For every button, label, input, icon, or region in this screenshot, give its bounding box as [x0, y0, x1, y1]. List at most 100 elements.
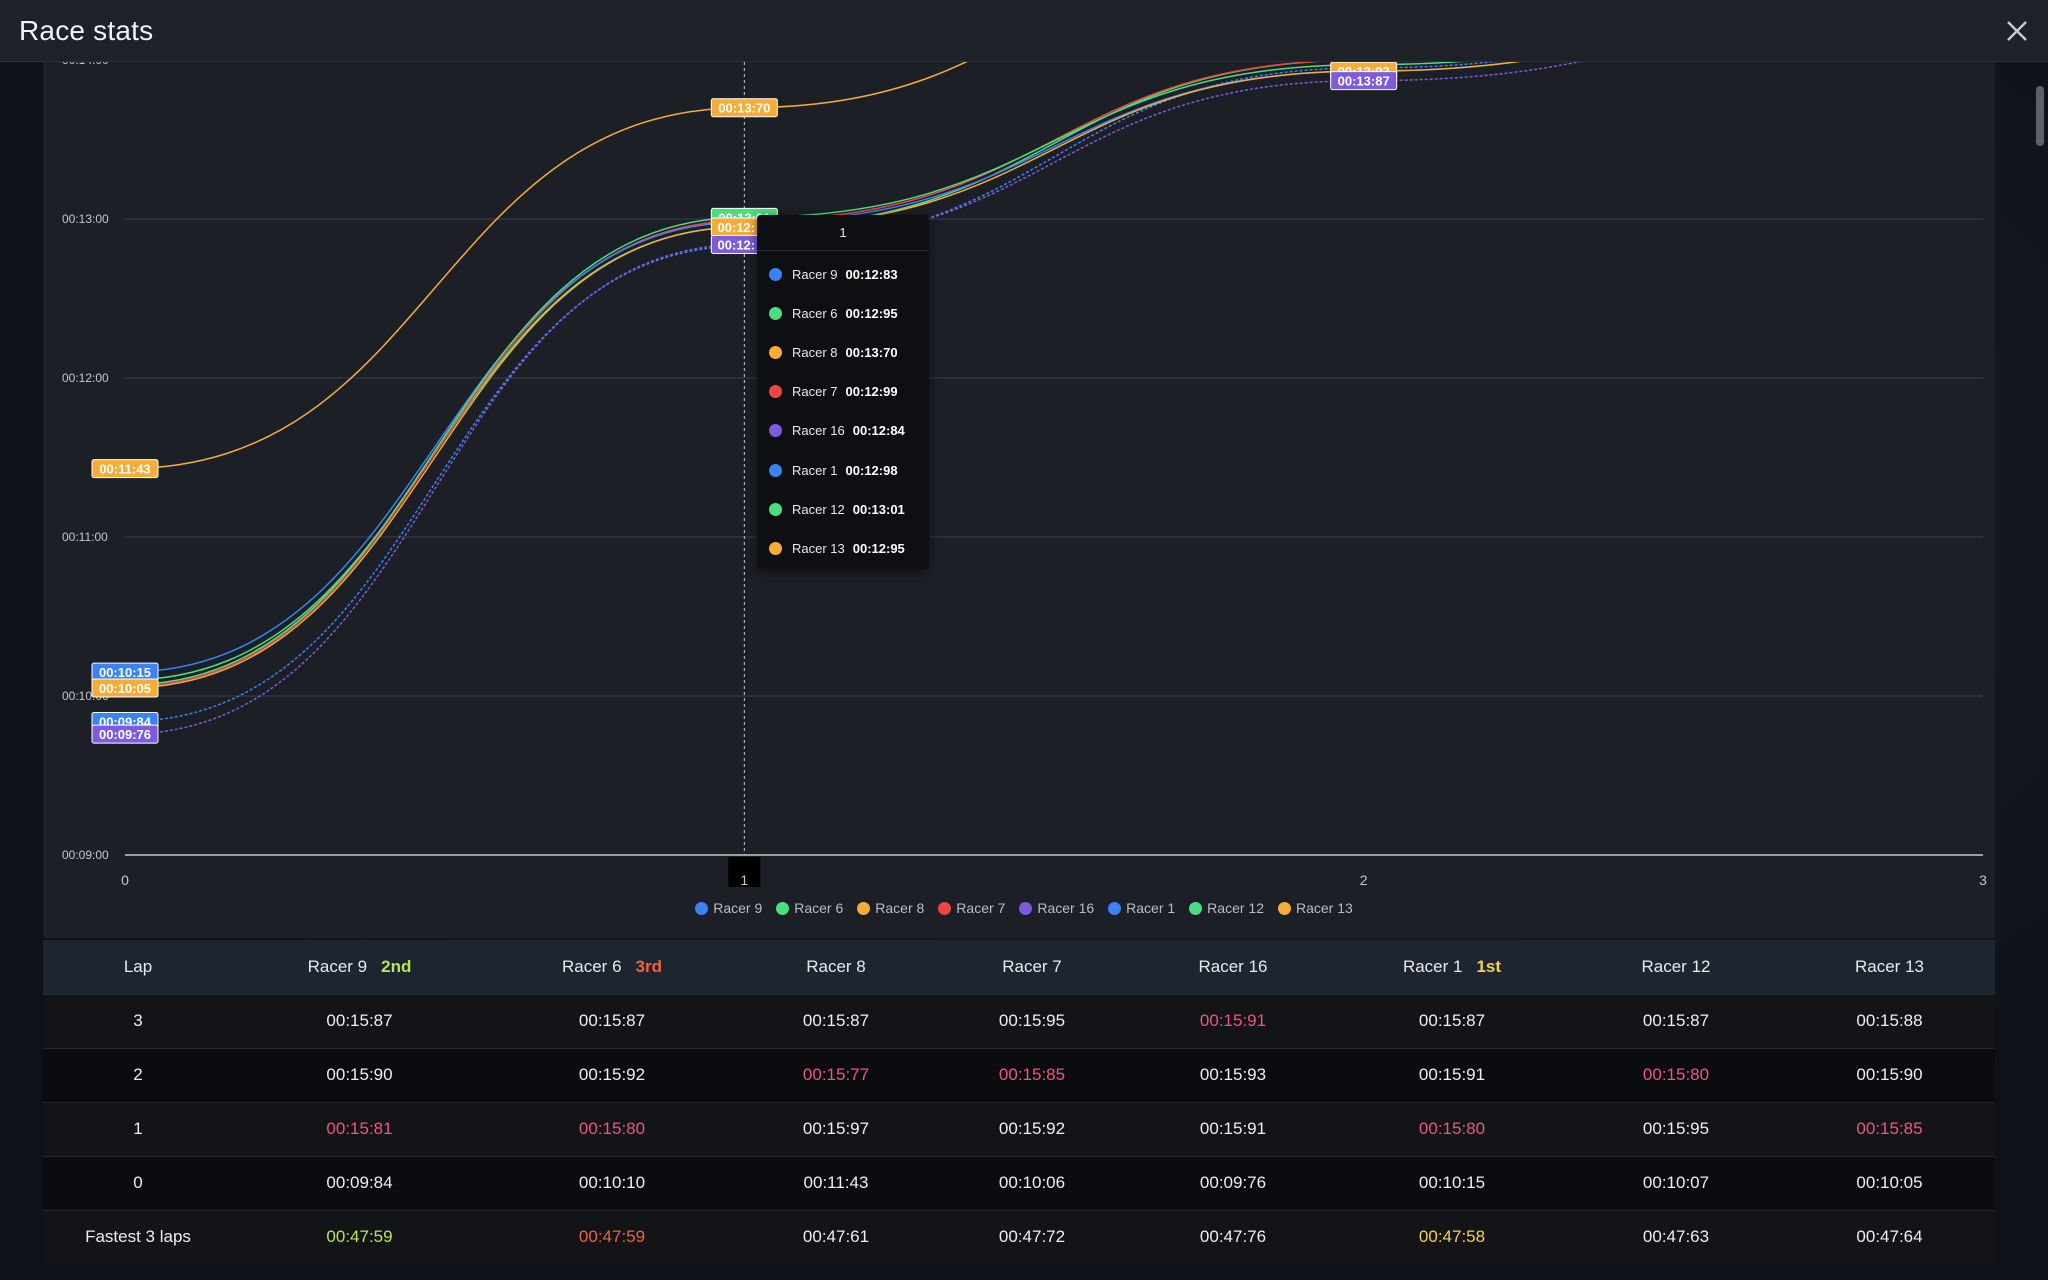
legend-dot-icon: [1189, 901, 1203, 915]
tooltip-row: Racer 7 00:12:99: [769, 382, 898, 402]
tooltip-row: Racer 1 00:12:98: [769, 460, 898, 480]
tooltip-racer-name: Racer 9: [792, 266, 838, 282]
tooltip-racer-time: 00:12:98: [845, 462, 898, 478]
legend-label: Racer 6: [794, 900, 844, 916]
tooltip-row: Racer 9 00:12:83: [769, 264, 898, 284]
series-line-racer-8: [124, 62, 968, 470]
series-line-racer-9: [124, 62, 1497, 723]
legend-item[interactable]: Racer 12: [1189, 897, 1264, 919]
legend-item[interactable]: Racer 8: [857, 897, 924, 919]
y-tick-label: 00:13:00: [62, 212, 109, 226]
legend-label: Racer 1: [1126, 900, 1176, 916]
tooltip-racer-name: Racer 1: [792, 462, 838, 478]
legend-dot-icon: [938, 901, 952, 915]
lap-time-cell: 00:15:77: [738, 1047, 934, 1102]
column-header-racer[interactable]: Racer 6 3rd: [486, 940, 738, 994]
column-header-racer[interactable]: Racer 8: [738, 940, 934, 994]
column-header-racer[interactable]: Racer 1 1st: [1336, 940, 1568, 994]
lap-time-cell: 00:11:43: [738, 1155, 934, 1210]
column-header-racer[interactable]: Racer 7: [934, 940, 1130, 994]
legend-dot-icon: [1108, 901, 1122, 915]
place-badge: 3rd: [635, 956, 662, 976]
tooltip-racer-time: 00:12:95: [845, 305, 898, 321]
racer-name: Racer 8: [806, 956, 866, 976]
lap-time-cell: 00:10:15: [1336, 1155, 1568, 1210]
scrollbar-thumb[interactable]: [2036, 86, 2044, 146]
lap-time-cell: 00:15:97: [738, 1101, 934, 1156]
legend-item[interactable]: Racer 7: [938, 897, 1005, 919]
point-label-box: [710, 98, 778, 118]
column-header-racer[interactable]: Racer 13: [1784, 940, 1995, 994]
lap-cell: Fastest 3 laps: [43, 1209, 233, 1264]
series-line-racer-1: [124, 62, 1520, 673]
point-label: 00:12:: [718, 237, 756, 252]
table-row: 1 00:15:81 00:15:80 00:15:97 00:15:92 00:15:9…: [43, 1101, 1995, 1156]
lap-time-cell: 00:47:59: [233, 1209, 486, 1264]
table-row: 0 00:09:84 00:10:10 00:11:43 00:10:06 00:09:7…: [43, 1155, 1995, 1210]
tooltip-racer-name: Racer 6: [792, 305, 838, 321]
series-dot-icon: [769, 385, 782, 399]
dialog-header: Race stats: [0, 0, 2048, 62]
lap-time-cell: 00:10:05: [1784, 1155, 1995, 1210]
legend-dot-icon: [1277, 901, 1291, 915]
lap-stats-table: Lap Racer 9 2nd Racer 6 3rd Racer 8 Racer 7 Rac…: [43, 940, 1995, 1264]
lap-time-cell: 00:15:85: [1784, 1101, 1995, 1156]
legend-dot-icon: [857, 901, 871, 915]
lap-time-cell: 00:15:93: [1130, 1047, 1336, 1102]
point-label-box: [91, 459, 159, 479]
table-row: Fastest 3 laps 00:47:59 00:47:59 00:47:61 00…: [43, 1209, 1995, 1264]
lap-time-cell: 00:15:80: [486, 1101, 738, 1156]
series-dot-icon: [769, 463, 782, 477]
racer-name: Racer 9: [307, 956, 368, 976]
chart-panel: [43, 62, 1995, 938]
legend-item[interactable]: Racer 1: [1108, 897, 1175, 919]
series-line-racer-6: [124, 62, 1322, 681]
point-label-box: [91, 678, 159, 698]
tooltip-header: 1: [757, 215, 929, 251]
lap-time-cell: 00:09:76: [1130, 1155, 1336, 1210]
racer-name: Racer 1: [1402, 956, 1463, 976]
lap-time-cell: 00:10:07: [1568, 1155, 1784, 1210]
lap-time-cell: 00:15:87: [486, 993, 738, 1048]
legend-item[interactable]: Racer 6: [776, 897, 843, 919]
racer-name: Racer 7: [1002, 956, 1062, 976]
legend-label: Racer 9: [713, 900, 763, 916]
tooltip-row: Racer 8 00:13:70: [769, 342, 898, 362]
x-tick-label: 1: [740, 872, 748, 888]
column-header-racer[interactable]: Racer 12: [1568, 940, 1784, 994]
racer-name: Racer 6: [562, 956, 622, 976]
series-dot-icon: [769, 502, 782, 516]
lap-time-cell: 00:15:85: [934, 1047, 1130, 1102]
y-tick-label: 00:09:00: [62, 848, 109, 862]
legend-item[interactable]: Racer 9: [695, 897, 762, 919]
lap-time-cell: 00:15:92: [486, 1047, 738, 1102]
column-header-racer[interactable]: Racer 16: [1130, 940, 1336, 994]
tooltip-racer-name: Racer 8: [792, 344, 838, 360]
column-header-racer[interactable]: Racer 9 2nd: [233, 940, 486, 994]
series-line-racer-13: [124, 62, 1520, 689]
series-dot-icon: [769, 345, 782, 359]
lap-time-cell: 00:47:61: [738, 1209, 934, 1264]
legend-item[interactable]: Racer 13: [1277, 897, 1353, 919]
legend-item[interactable]: Racer 16: [1019, 897, 1094, 919]
series-line-racer-12: [124, 62, 1465, 686]
legend-dot-icon: [1019, 901, 1033, 915]
lap-time-cell: 00:15:80: [1336, 1101, 1568, 1156]
point-label-box: [1330, 71, 1398, 91]
table-row: 2 00:15:90 00:15:92 00:15:77 00:15:85 00:15:9…: [43, 1047, 1995, 1102]
close-icon[interactable]: [2000, 14, 2034, 48]
tooltip-racer-time: 00:13:01: [852, 501, 905, 517]
legend-label: Racer 8: [875, 900, 925, 916]
lap-time-cell: 00:47:76: [1130, 1209, 1336, 1264]
tooltip-racer-time: 00:12:84: [852, 423, 905, 439]
lap-time-cell: 00:47:59: [486, 1209, 738, 1264]
legend-label: Racer 13: [1295, 900, 1353, 916]
lap-time-cell: 00:15:95: [1568, 1101, 1784, 1156]
point-label-box: [91, 724, 159, 744]
lap-time-cell: 00:47:63: [1568, 1209, 1784, 1264]
y-tick-label: 00:11:00: [62, 530, 108, 544]
lap-time-cell: 00:15:92: [934, 1101, 1130, 1156]
legend-label: Racer 16: [1037, 900, 1095, 916]
lap-time-cell: 00:09:84: [233, 1155, 486, 1210]
